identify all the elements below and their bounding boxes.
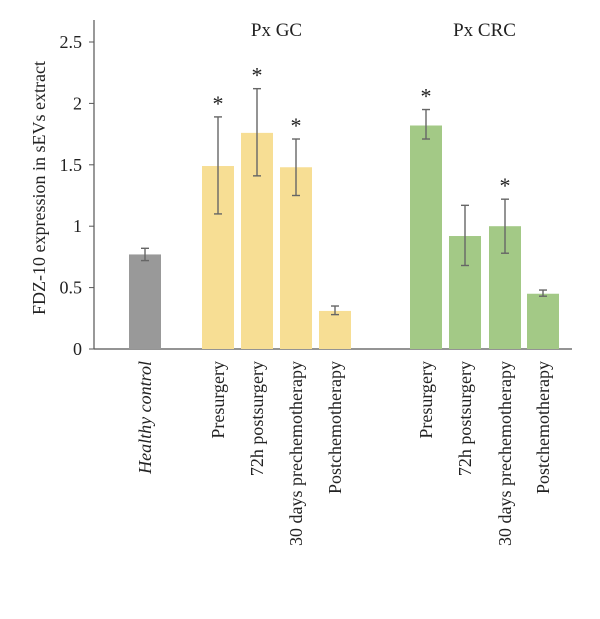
y-tick-label: 2: [73, 93, 82, 113]
labels: Healthy control Presurgery 72h postsurgery…: [135, 20, 553, 546]
y-tick-label: 2.5: [60, 32, 83, 52]
bar: [129, 254, 161, 349]
group-label: Px GC: [251, 20, 302, 41]
x-category-label: 72h postsurgery: [247, 361, 267, 476]
bar: [319, 310, 351, 349]
significance-marker: *: [500, 173, 511, 198]
x-category-label: Postchemotherapy: [533, 361, 553, 494]
bar: [280, 167, 312, 349]
x-category-label: 30 days prechemotherapy: [495, 361, 515, 546]
y-tick-label: 1: [73, 216, 82, 236]
axes: 0 0.5 1 1.5 2 2.5: [60, 20, 572, 359]
group-label: Px CRC: [453, 20, 516, 41]
x-category-label: Postchemotherapy: [325, 361, 345, 494]
y-axis-title: FDZ-10 expression in sEVs extract: [29, 61, 49, 315]
significance-marker: *: [252, 63, 263, 88]
bar: [527, 293, 559, 349]
bar: [410, 125, 442, 349]
x-category-label: Healthy control: [135, 361, 155, 475]
x-category-label: 30 days prechemotherapy: [286, 361, 306, 546]
y-tick-label: 0: [73, 339, 82, 359]
significance-marker: *: [421, 84, 432, 109]
y-tick-label: 0.5: [60, 278, 83, 298]
x-category-label: Presurgery: [208, 361, 228, 439]
significance-marker: *: [291, 113, 302, 138]
bars: * * * * *: [129, 63, 559, 349]
x-category-label: 72h postsurgery: [455, 361, 475, 476]
x-category-label: Presurgery: [416, 361, 436, 439]
significance-marker: *: [213, 91, 224, 116]
y-tick-label: 1.5: [60, 155, 83, 175]
